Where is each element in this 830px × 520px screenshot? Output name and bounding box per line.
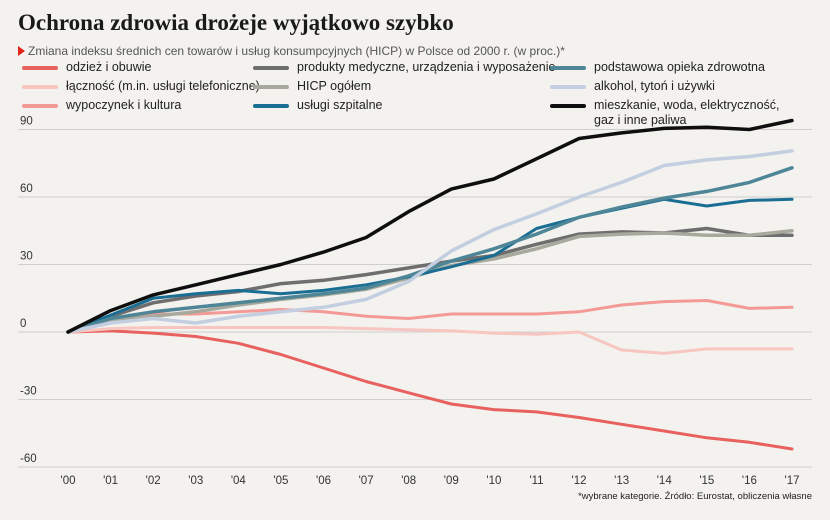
- y-tick-label: -60: [20, 453, 37, 465]
- series-line-0: [66, 329, 794, 451]
- x-tick-label: '09: [444, 475, 459, 487]
- series-line-8: [66, 118, 794, 334]
- x-tick-label: '01: [103, 475, 118, 487]
- series-line-7: [66, 149, 794, 334]
- x-tick-label: '04: [231, 475, 247, 487]
- series-line-1: [66, 326, 794, 355]
- y-tick-label: 30: [20, 251, 33, 263]
- x-tick-label: '05: [273, 475, 288, 487]
- x-tick-label: '13: [614, 475, 629, 487]
- x-tick-label: '08: [401, 475, 416, 487]
- x-tick-label: '16: [742, 475, 757, 487]
- page-title: Ochrona zdrowia drożeje wyjątkowo szybko: [18, 10, 454, 35]
- y-tick-label: 0: [20, 318, 26, 330]
- series-line-5: [66, 197, 794, 334]
- source-note: *wybrane kategorie. Źródło: Eurostat, ob…: [578, 491, 812, 502]
- x-tick-label: '14: [657, 475, 673, 487]
- x-tick-label: '00: [61, 475, 76, 487]
- subtitle: Zmiana indeksu średnich cen towarów i us…: [18, 44, 565, 58]
- x-tick-label: '12: [572, 475, 587, 487]
- x-tick-label: '07: [359, 475, 374, 487]
- x-tick-label: '15: [699, 475, 714, 487]
- x-tick-label: '10: [486, 475, 501, 487]
- y-tick-label: 60: [20, 183, 33, 195]
- y-tick-label: 90: [20, 116, 33, 128]
- x-tick-label: '02: [146, 475, 161, 487]
- triangle-marker-icon: [18, 46, 25, 56]
- x-tick-label: '03: [188, 475, 203, 487]
- x-tick-label: '11: [529, 475, 543, 487]
- series-line-6: [66, 166, 794, 334]
- x-tick-label: '06: [316, 475, 331, 487]
- x-tick-label: '17: [785, 475, 800, 487]
- y-tick-label: -30: [20, 386, 37, 398]
- subtitle-text: Zmiana indeksu średnich cen towarów i us…: [28, 44, 565, 58]
